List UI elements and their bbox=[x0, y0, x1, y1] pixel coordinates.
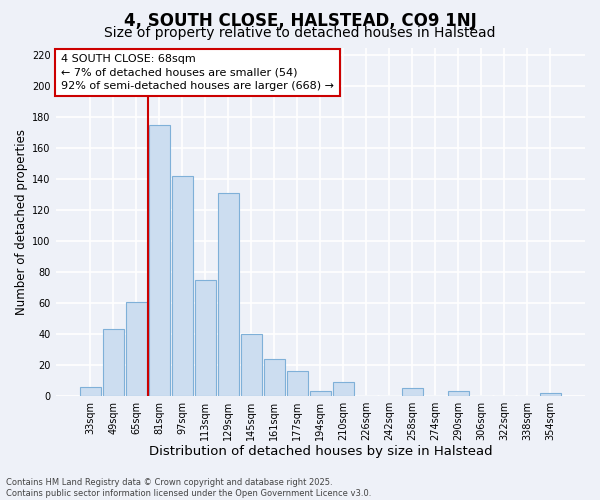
Bar bbox=[264, 359, 285, 396]
Y-axis label: Number of detached properties: Number of detached properties bbox=[15, 129, 28, 315]
Bar bbox=[218, 193, 239, 396]
Bar bbox=[287, 372, 308, 396]
Bar bbox=[172, 176, 193, 396]
Bar bbox=[126, 302, 147, 396]
Bar bbox=[310, 392, 331, 396]
Text: 4, SOUTH CLOSE, HALSTEAD, CO9 1NJ: 4, SOUTH CLOSE, HALSTEAD, CO9 1NJ bbox=[124, 12, 476, 30]
Bar bbox=[80, 387, 101, 396]
Bar bbox=[540, 393, 561, 396]
Text: 4 SOUTH CLOSE: 68sqm
← 7% of detached houses are smaller (54)
92% of semi-detach: 4 SOUTH CLOSE: 68sqm ← 7% of detached ho… bbox=[61, 54, 334, 91]
Bar bbox=[241, 334, 262, 396]
Bar bbox=[448, 392, 469, 396]
Bar bbox=[149, 125, 170, 396]
Bar bbox=[195, 280, 216, 396]
Text: Contains HM Land Registry data © Crown copyright and database right 2025.
Contai: Contains HM Land Registry data © Crown c… bbox=[6, 478, 371, 498]
Bar bbox=[402, 388, 423, 396]
X-axis label: Distribution of detached houses by size in Halstead: Distribution of detached houses by size … bbox=[149, 444, 492, 458]
Bar bbox=[333, 382, 354, 396]
Text: Size of property relative to detached houses in Halstead: Size of property relative to detached ho… bbox=[104, 26, 496, 40]
Bar bbox=[103, 330, 124, 396]
